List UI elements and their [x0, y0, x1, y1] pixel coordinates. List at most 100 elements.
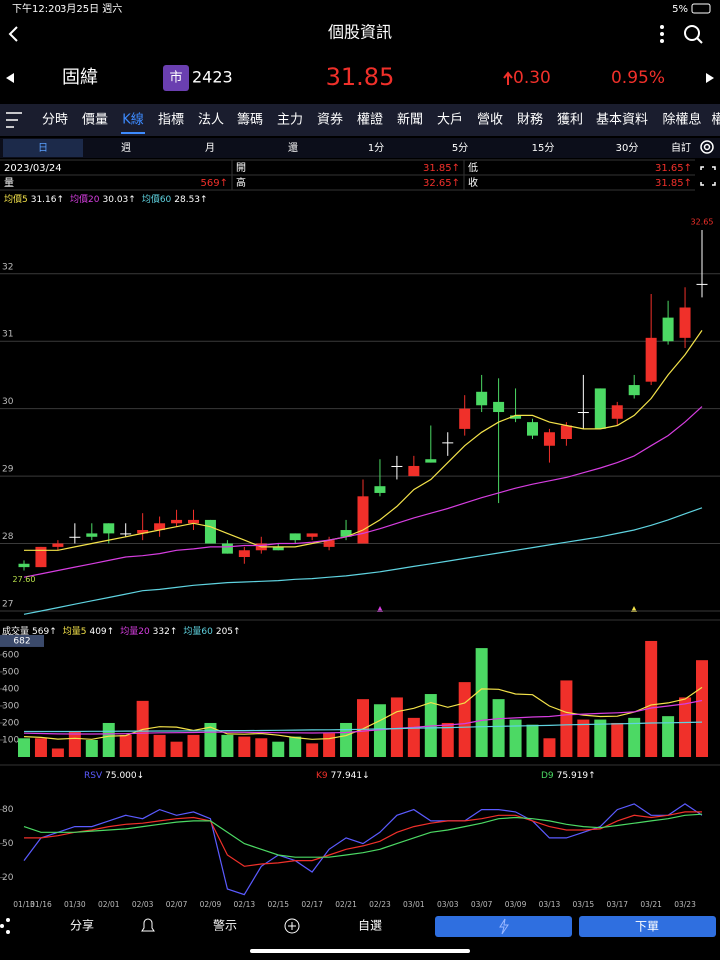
volume-bar — [458, 682, 471, 757]
candle-body — [493, 401, 505, 413]
x-tick-label: 02/09 — [200, 900, 222, 909]
y-tick-label: 27 — [2, 599, 13, 609]
volume-bar — [611, 722, 624, 757]
fullscreen-button[interactable] — [700, 166, 716, 186]
volume-bar — [119, 734, 132, 757]
legend-name: 均量60 — [183, 625, 213, 637]
x-tick-label: 03/13 — [539, 900, 561, 909]
candle-body — [86, 533, 98, 537]
tab-underline — [121, 132, 145, 134]
period-tab[interactable]: 自訂 — [671, 141, 691, 154]
legend-value: 75.000↓ — [105, 771, 144, 781]
candle-body — [52, 543, 64, 547]
candle-body — [408, 465, 420, 477]
next-stock[interactable] — [706, 73, 714, 83]
search-button[interactable] — [684, 25, 703, 44]
y-tick-label: 32 — [2, 262, 13, 272]
info-label: 低 — [468, 161, 478, 174]
period-tab[interactable]: 1分 — [368, 142, 384, 154]
back-button[interactable] — [8, 26, 18, 42]
tab[interactable]: 大戶 — [437, 113, 463, 128]
legend-name: 均價5 — [4, 193, 28, 205]
candle-body — [35, 546, 47, 568]
tab[interactable]: 財務 — [517, 113, 543, 128]
battery-text: 5% — [672, 4, 688, 15]
order-label: 下單 — [635, 920, 659, 934]
x-tick-label: 02/01 — [98, 900, 120, 909]
legend-value: 409↑ — [89, 627, 114, 637]
tab[interactable]: 權證 — [357, 112, 383, 128]
x-tick-label: 03/07 — [471, 900, 493, 909]
legend-value: 569↑ — [32, 627, 57, 637]
candle-body — [340, 530, 352, 537]
candle-body — [221, 543, 233, 554]
x-tick-label: 03/17 — [606, 900, 628, 909]
period-tab[interactable]: 月 — [205, 142, 215, 154]
y-tick-label: 600 — [2, 650, 19, 660]
volume-bar — [289, 736, 302, 757]
period-tab[interactable]: 30分 — [616, 142, 639, 154]
tab[interactable]: 主力 — [277, 113, 303, 128]
tab[interactable]: 除權息 — [662, 112, 701, 128]
volume-bar — [373, 704, 386, 757]
tab[interactable]: 分時 — [42, 113, 68, 128]
tab[interactable]: 法人 — [198, 113, 224, 128]
info-label: 收 — [468, 176, 478, 189]
x-tick-label: 02/21 — [335, 900, 357, 909]
menu-button[interactable] — [660, 25, 664, 43]
line-series — [24, 721, 703, 733]
tab[interactable]: 權 — [711, 113, 720, 128]
tab-menu-icon[interactable] — [6, 112, 22, 128]
tab[interactable]: 基本資料 — [596, 113, 648, 128]
period-tab[interactable]: 15分 — [532, 142, 555, 154]
period-tab[interactable]: 週 — [121, 142, 131, 154]
tab[interactable]: 獲利 — [557, 113, 583, 128]
bell-icon[interactable] — [141, 918, 155, 932]
volume-bar — [357, 699, 369, 757]
y-tick-label: 29 — [2, 465, 14, 475]
volume-bar — [102, 722, 115, 757]
y-tick-label: 200 — [2, 718, 19, 728]
share-icon[interactable] — [0, 918, 10, 934]
legend-name: 均量20 — [120, 625, 150, 637]
info-value: 31.65↑ — [655, 163, 692, 174]
add-icon[interactable] — [284, 918, 300, 934]
candle-body — [696, 283, 708, 285]
tab[interactable]: 指標 — [158, 113, 184, 128]
line-series — [23, 406, 703, 578]
y-tick-label: 28 — [2, 532, 14, 542]
candle-body — [611, 405, 623, 419]
candle-body — [188, 519, 199, 524]
watch-button[interactable]: 自選 — [358, 919, 382, 933]
order-button[interactable] — [579, 916, 716, 937]
period-tab[interactable]: 日 — [38, 143, 48, 154]
candle-body — [272, 546, 284, 551]
tab[interactable]: K線 — [122, 112, 144, 128]
volume-bar — [441, 722, 454, 757]
volume-bar — [34, 738, 47, 757]
volume-bar — [628, 717, 641, 757]
tab[interactable]: 價量 — [82, 113, 108, 128]
legend-name: D9 — [541, 771, 554, 781]
status-date: 3月25日 週六 — [60, 3, 122, 15]
candle-body — [594, 388, 606, 429]
tab[interactable]: 營收 — [477, 113, 503, 128]
y-tick-label: 500 — [2, 667, 19, 677]
prev-stock[interactable] — [6, 73, 14, 83]
y-tick-label: 80 — [2, 805, 14, 815]
x-tick-label: 03/09 — [505, 900, 527, 909]
tab[interactable]: 籌碼 — [237, 113, 263, 128]
share-button[interactable]: 分享 — [70, 918, 94, 933]
settings-button[interactable] — [700, 140, 714, 154]
period-tab[interactable]: 還 — [288, 142, 298, 154]
candle-body — [442, 442, 454, 444]
alert-button[interactable]: 警示 — [213, 918, 237, 933]
candle-body — [289, 533, 301, 541]
x-tick-label: 02/13 — [234, 900, 256, 909]
tab[interactable]: 新聞 — [397, 112, 423, 128]
volume-bar — [577, 719, 590, 757]
tab[interactable]: 資券 — [317, 112, 343, 128]
period-tab[interactable]: 5分 — [452, 142, 468, 154]
legend-name: RSV — [84, 771, 103, 781]
